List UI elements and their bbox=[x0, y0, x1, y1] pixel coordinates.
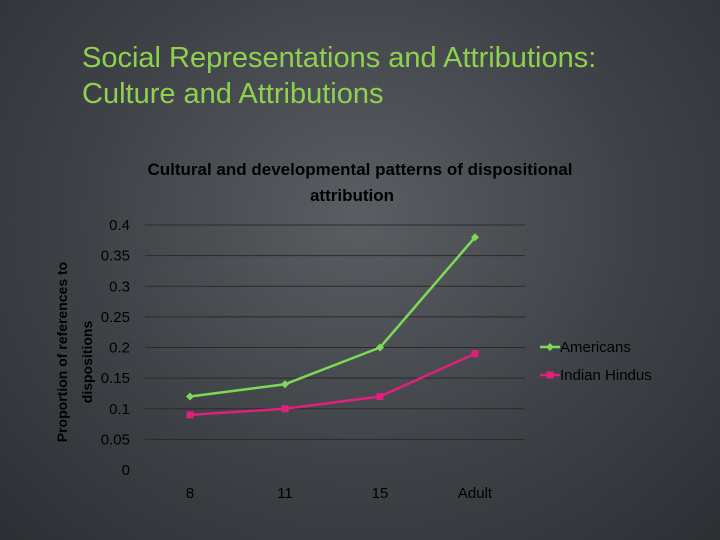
y-tick-label: 0.15 bbox=[101, 370, 130, 387]
x-tick-label: 11 bbox=[277, 485, 293, 502]
x-tick-label: Adult bbox=[458, 485, 493, 502]
legend-label: Americans bbox=[560, 339, 631, 356]
slide-title-line-2: Culture and Attributions bbox=[82, 78, 384, 110]
slide-title-line-1: Social Representations and Attributions: bbox=[82, 42, 597, 74]
series-line bbox=[189, 352, 476, 417]
x-tick-labels: 8 11 15 Adult bbox=[186, 485, 493, 502]
data-point bbox=[471, 350, 479, 358]
y-tick-label: 0.2 bbox=[109, 340, 130, 357]
chart-title-line-1: Cultural and developmental patterns of d… bbox=[147, 160, 572, 179]
y-tick-label: 0.1 bbox=[109, 401, 130, 418]
legend: Americans Indian Hindus bbox=[540, 339, 652, 384]
y-axis-title-line-2: dispositions bbox=[79, 321, 95, 404]
y-axis-title: Proportion of references to dispositions bbox=[54, 262, 95, 442]
legend-marker bbox=[546, 343, 554, 351]
y-tick-label: 0.05 bbox=[101, 431, 130, 448]
x-tick-label: 15 bbox=[372, 485, 389, 502]
legend-marker bbox=[546, 371, 554, 379]
y-tick-label: 0 bbox=[122, 462, 130, 479]
y-tick-labels: 0 0.05 0.1 0.15 0.2 0.25 0.3 0.35 0.4 bbox=[101, 217, 130, 479]
series-lines bbox=[186, 233, 479, 419]
y-axis-title-line-1: Proportion of references to bbox=[54, 262, 70, 442]
chart-title-line-2: attribution bbox=[310, 186, 394, 205]
data-point bbox=[186, 392, 194, 401]
y-tick-label: 0.3 bbox=[109, 278, 130, 295]
y-tick-label: 0.35 bbox=[101, 248, 130, 265]
y-tick-label: 0.25 bbox=[101, 309, 130, 326]
gridlines bbox=[145, 224, 525, 440]
data-point bbox=[471, 233, 479, 242]
data-point bbox=[376, 393, 384, 400]
data-point bbox=[186, 411, 194, 419]
series-line bbox=[189, 236, 476, 398]
data-point bbox=[281, 380, 289, 389]
data-point bbox=[281, 405, 289, 413]
y-tick-label: 0.4 bbox=[109, 217, 130, 234]
legend-label: Indian Hindus bbox=[560, 367, 652, 384]
x-tick-label: 8 bbox=[186, 485, 194, 502]
data-point bbox=[376, 343, 384, 352]
slide-title: Social Representations and Attributions:… bbox=[82, 40, 702, 112]
